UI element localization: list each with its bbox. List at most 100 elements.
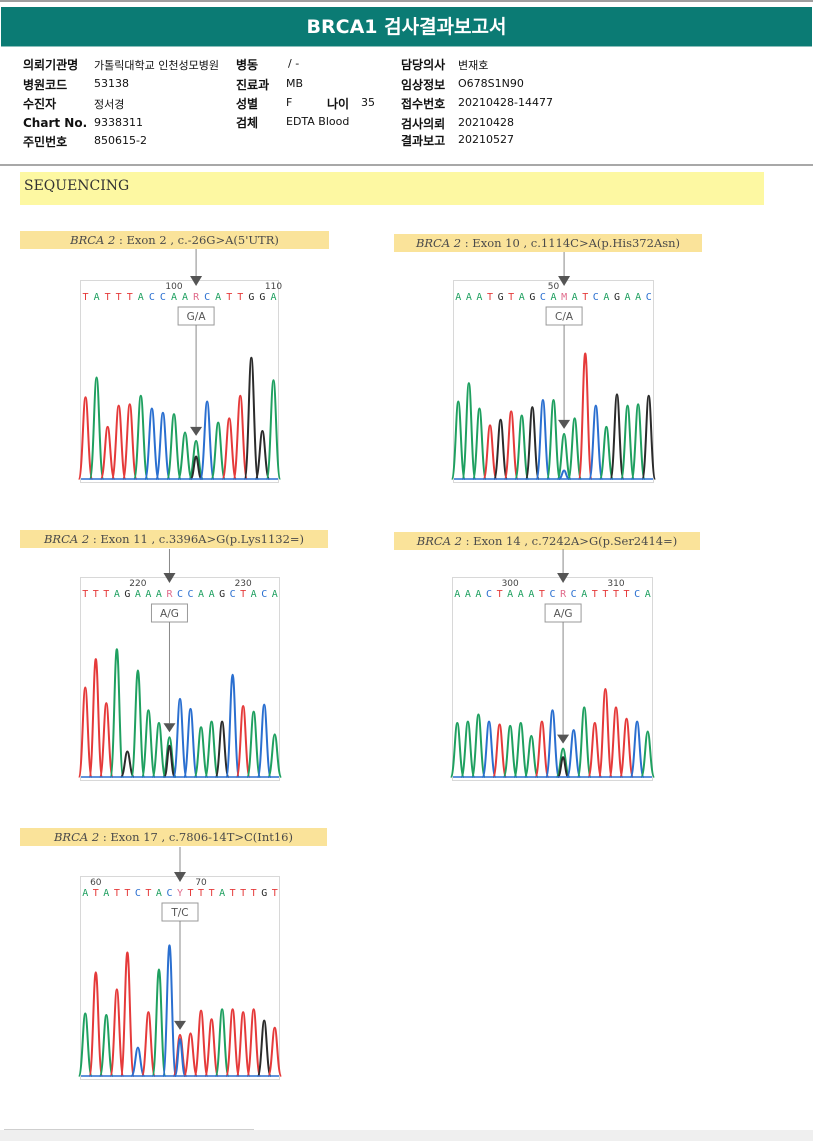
ward-label: 병동 xyxy=(236,58,259,72)
base-call: T xyxy=(539,589,545,600)
trace-peak xyxy=(256,703,272,778)
trace-peak xyxy=(514,414,530,480)
trace-peak xyxy=(640,730,656,778)
base-call: A xyxy=(82,888,88,899)
trace-peak xyxy=(214,1008,230,1077)
position-label: 60 xyxy=(90,878,102,888)
trace-peak xyxy=(161,944,177,1077)
base-call: A xyxy=(135,589,141,600)
base-call: A xyxy=(219,888,225,899)
trace-peak xyxy=(140,1011,156,1077)
trace-peak xyxy=(98,702,114,778)
title-underline xyxy=(1,46,812,47)
base-call: T xyxy=(251,888,257,899)
trace-peak xyxy=(598,425,614,480)
base-call: G xyxy=(259,292,265,303)
base-call: T xyxy=(240,589,246,600)
trace-peak xyxy=(534,720,550,778)
chromatogram-panel: T A T T T A C C A A R C A T T G G A 100 110 G/A xyxy=(77,249,282,483)
trace-peak xyxy=(492,723,508,778)
base-call: G xyxy=(124,589,130,600)
base-call: C xyxy=(571,589,577,600)
base-call: C xyxy=(593,292,599,303)
trace-peak xyxy=(513,722,529,778)
genotype-call: A/G xyxy=(554,608,573,620)
position-label: 310 xyxy=(607,579,624,589)
trace-peak xyxy=(523,734,539,778)
chromatogram: A T A T T C T A C Y T T T A T T T G T60 70T/C xyxy=(77,847,283,1080)
base-call: A xyxy=(475,589,481,600)
variant-description: : Exon 17 , c.7806-14T>C(Int16) xyxy=(102,830,293,844)
pointer-arrow-icon xyxy=(163,573,176,583)
pointer-arrow-icon xyxy=(190,276,203,286)
variant-label: BRCA 2 : Exon 11 , c.3396A>G(p.Lys1132=) xyxy=(20,530,328,548)
trace-peak xyxy=(232,394,249,480)
base-call: C xyxy=(261,589,267,600)
request-date-label: 검사의뢰 xyxy=(401,117,446,131)
base-call: G xyxy=(219,589,225,600)
gene-name: BRCA 2 xyxy=(415,236,462,250)
trace-peak xyxy=(470,713,486,778)
base-call: A xyxy=(171,292,177,303)
age-label: 나이 xyxy=(327,97,350,111)
base-call: M xyxy=(561,292,567,303)
base-call: C xyxy=(177,589,183,600)
trace-peak xyxy=(254,430,271,480)
report-title: BRCA1 검사결과보고서 xyxy=(1,7,812,46)
base-call: R xyxy=(560,589,567,600)
sequencing-section-title: SEQUENCING xyxy=(20,172,764,205)
base-call: C xyxy=(204,292,210,303)
base-call: Y xyxy=(177,888,183,899)
trace-peak xyxy=(221,417,238,480)
patient-name-label: 수진자 xyxy=(23,97,57,111)
base-call: C xyxy=(549,589,555,600)
trace-peak xyxy=(140,709,156,778)
base-call: A xyxy=(198,589,204,600)
base-call: T xyxy=(230,888,236,899)
resident-no-value: 850615-2 xyxy=(94,134,147,147)
resident-no-label: 주민번호 xyxy=(23,135,68,149)
variant-label: BRCA 2 : Exon 17 , c.7806-14T>C(Int16) xyxy=(20,828,327,846)
trace-peak xyxy=(641,394,657,480)
gene-name: BRCA 2 xyxy=(70,233,116,247)
clinical-info-value: O678S1N90 xyxy=(458,77,524,90)
base-call: C xyxy=(166,888,172,899)
base-call: G xyxy=(614,292,620,303)
base-call: A xyxy=(156,589,162,600)
gene-name: BRCA 2 xyxy=(416,534,462,548)
base-call: A xyxy=(625,292,631,303)
request-date-value: 20210428 xyxy=(458,116,514,129)
trace-peak xyxy=(132,394,149,480)
variant-label: BRCA 2 : Exon 10 , c.1114C>A(p.His372Asn… xyxy=(394,234,702,252)
base-call: T xyxy=(198,888,204,899)
base-call: A xyxy=(465,589,471,600)
pointer-arrow-icon xyxy=(557,573,570,583)
trace-peak xyxy=(502,724,518,778)
trace-peak xyxy=(119,750,135,778)
trace-peak xyxy=(256,1019,272,1077)
base-call: T xyxy=(602,589,608,600)
trace-peak xyxy=(204,720,220,778)
trace-peak xyxy=(109,648,125,778)
trace-peak xyxy=(567,417,583,480)
trace-peak xyxy=(98,1013,114,1077)
base-call: G xyxy=(498,292,504,303)
chromatogram-panel: A A A C T A A A T C R C A T T T T C A 300 310 A/G xyxy=(449,549,656,781)
base-call: T xyxy=(145,888,151,899)
base-call: A xyxy=(550,292,556,303)
trace-peak xyxy=(267,1026,283,1077)
trace-peak xyxy=(166,413,182,480)
base-call: T xyxy=(237,292,243,303)
trace-peak xyxy=(246,1008,262,1077)
pointer-arrow-icon xyxy=(174,1020,186,1030)
base-call: A xyxy=(476,292,482,303)
chart-no-value: 9338311 xyxy=(94,116,143,129)
chromatogram-panel: A A A T G T A G C A M A T C A G A A C 50 C/A xyxy=(450,252,657,483)
trace-peak xyxy=(545,399,562,480)
trace-peak xyxy=(267,733,283,778)
trace-peak xyxy=(608,706,624,778)
base-call: T xyxy=(582,292,588,303)
base-call: T xyxy=(93,589,99,600)
base-call: A xyxy=(454,589,460,600)
